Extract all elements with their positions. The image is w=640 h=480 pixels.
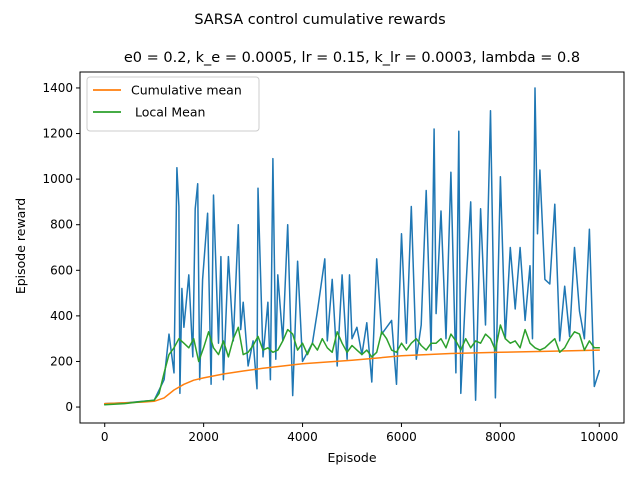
y-tick-label-6: 1200 (42, 127, 73, 141)
x-tick-label-0: 0 (101, 430, 109, 444)
y-tick-label-5: 1000 (42, 172, 73, 186)
chart-title: e0 = 0.2, k_e = 0.0005, lr = 0.15, k_lr … (124, 50, 580, 66)
y-axis-label: Episode reward (13, 198, 28, 294)
y-tick-label-3: 600 (50, 263, 73, 277)
plot-area: 0 2000 4000 6000 8000 10000 0 200 400 600 800 1000 1… (42, 71, 625, 444)
x-tick-label-5: 10000 (580, 430, 618, 444)
axes-frame (79, 71, 625, 424)
y-tick-label-4: 800 (50, 218, 73, 232)
x-tick-label-1: 2000 (188, 430, 219, 444)
x-axis-label: Episode (327, 450, 376, 465)
series-line-0 (103, 87, 601, 405)
y-tick-label-0: 0 (65, 400, 73, 414)
legend-label-0: Cumulative mean (131, 83, 242, 98)
x-tick-label-3: 6000 (386, 430, 417, 444)
x-tick-label-4: 8000 (485, 430, 516, 444)
series-line-1 (103, 349, 601, 405)
legend-box (86, 76, 260, 132)
chart-suptitle: SARSA control cumulative rewards (194, 12, 445, 28)
legend: Cumulative mean Local Mean (86, 76, 260, 132)
legend-label-1: Local Mean (131, 105, 205, 120)
y-tick-label-2: 400 (50, 309, 73, 323)
series-line-2 (103, 324, 601, 406)
y-tick-label-7: 1400 (42, 81, 73, 95)
x-tick-label-2: 4000 (287, 430, 318, 444)
y-tick-label-1: 200 (50, 354, 73, 368)
